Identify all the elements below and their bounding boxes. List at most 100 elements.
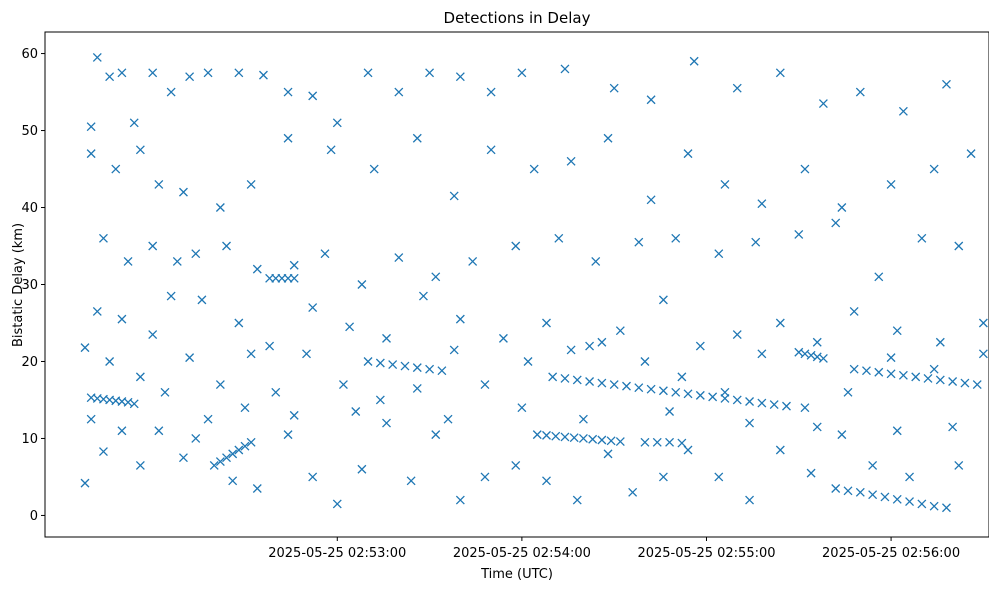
detection-marker	[480, 380, 490, 390]
detection-marker	[455, 495, 465, 505]
detection-marker	[185, 353, 195, 363]
detection-marker	[942, 503, 951, 513]
detection-marker	[646, 384, 656, 394]
detection-marker	[898, 106, 908, 116]
detection-marker	[886, 353, 896, 363]
detection-marker	[757, 349, 767, 359]
detection-marker	[400, 361, 410, 371]
detection-marker	[942, 79, 951, 89]
detection-marker	[98, 447, 108, 457]
axes-frame	[44, 31, 989, 538]
detection-marker	[572, 375, 582, 385]
detection-marker	[591, 256, 601, 266]
detection-marker	[892, 326, 902, 336]
detection-marker	[332, 499, 342, 509]
detection-marker	[449, 191, 459, 201]
axis-ticks: 0 10 20 30 40 50 60 2025-05-25 02:53:00 2025-05-…	[21, 47, 960, 561]
detection-marker	[86, 414, 96, 424]
detection-marker	[837, 430, 847, 440]
detection-marker	[191, 249, 201, 259]
detection-marker	[634, 237, 644, 247]
detection-marker	[246, 437, 256, 447]
detection-marker	[172, 256, 182, 266]
detection-marker	[80, 478, 90, 488]
detection-marker	[529, 164, 539, 174]
detection-marker	[412, 383, 422, 393]
detection-marker	[874, 367, 884, 377]
detection-marker	[166, 87, 176, 97]
detection-marker	[862, 366, 871, 376]
detection-marker	[917, 499, 927, 509]
detection-marker	[745, 418, 755, 428]
detection-marker	[566, 345, 576, 355]
detection-marker	[769, 400, 779, 410]
detection-marker	[677, 372, 687, 382]
detection-marker	[714, 249, 724, 259]
detection-marker	[732, 330, 742, 339]
detection-marker	[855, 487, 865, 497]
detection-marker	[585, 377, 595, 386]
detection-marker	[228, 476, 238, 486]
detection-marker	[234, 445, 244, 455]
detection-marker	[252, 264, 262, 274]
detection-marker	[129, 399, 139, 409]
detection-marker	[308, 91, 318, 101]
detection-marker	[222, 241, 231, 251]
detection-marker	[234, 68, 244, 78]
detection-marker	[917, 233, 927, 243]
detection-marker	[283, 133, 293, 143]
y-tick-label: 10	[21, 432, 38, 447]
detection-marker	[855, 87, 865, 97]
detection-marker	[812, 422, 822, 432]
detection-marker	[375, 395, 385, 405]
detection-marker	[394, 253, 404, 263]
x-tick-label: 2025-05-25 02:53:00	[268, 546, 406, 561]
detection-marker	[308, 472, 318, 482]
detection-marker	[585, 341, 595, 351]
detection-marker	[117, 68, 127, 78]
detection-marker	[215, 380, 225, 390]
detection-marker	[800, 403, 810, 413]
detection-marker	[228, 449, 238, 459]
y-tick-label: 50	[21, 124, 38, 139]
detection-marker	[252, 484, 262, 493]
detection-marker	[892, 494, 902, 504]
detection-marker	[449, 345, 459, 355]
detection-marker	[215, 203, 225, 212]
detection-marker	[569, 433, 579, 443]
detection-marker	[898, 370, 908, 380]
detection-marker	[425, 364, 435, 374]
detection-marker	[603, 449, 613, 459]
detection-marker	[868, 460, 878, 470]
detection-marker	[751, 237, 761, 247]
detection-marker	[935, 375, 945, 385]
detection-marker	[960, 378, 970, 388]
detection-marker	[757, 398, 767, 408]
detection-marker	[443, 414, 453, 424]
detection-marker	[191, 434, 201, 443]
detection-marker	[554, 233, 564, 243]
detection-marker	[837, 203, 847, 212]
detection-marker	[80, 343, 90, 353]
detection-marker	[154, 426, 164, 436]
detection-marker	[818, 353, 828, 363]
detection-marker	[289, 273, 299, 283]
detection-marker	[560, 373, 570, 383]
detection-marker	[517, 68, 527, 78]
detection-marker	[658, 295, 668, 305]
detection-marker	[246, 179, 256, 189]
detection-marker	[640, 437, 650, 447]
detection-marker	[363, 357, 373, 366]
detection-marker	[935, 337, 945, 347]
plot-area	[80, 52, 988, 513]
detection-marker	[905, 472, 915, 482]
detection-marker	[203, 414, 213, 424]
detection-marker	[455, 72, 465, 82]
detection-marker	[646, 95, 656, 105]
detection-marker	[382, 418, 391, 428]
detection-marker	[406, 476, 416, 486]
detection-marker	[720, 387, 730, 397]
detection-marker	[849, 364, 859, 374]
detection-marker	[732, 83, 742, 93]
detection-marker	[634, 383, 644, 393]
